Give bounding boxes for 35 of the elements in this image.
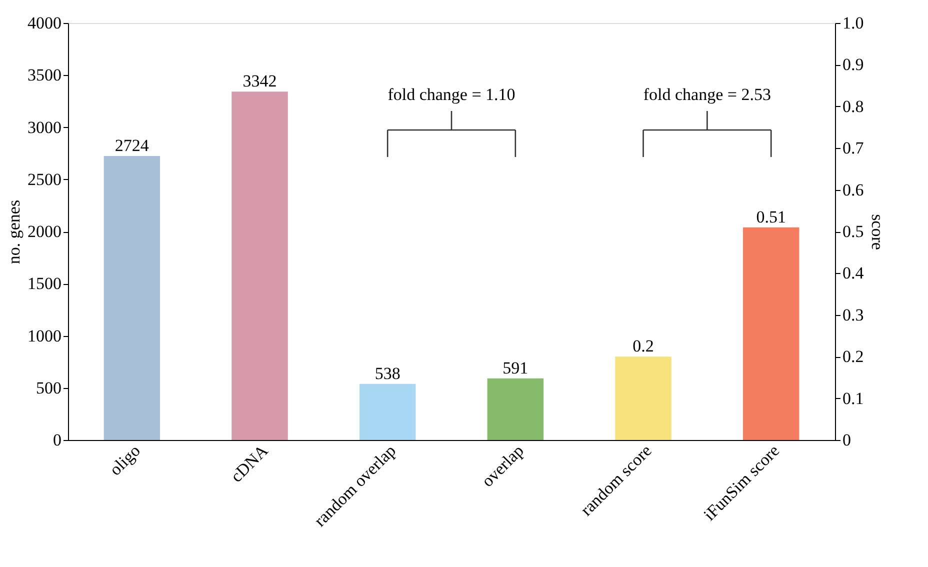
bar bbox=[104, 156, 160, 440]
y-tick-label: 3000 bbox=[28, 118, 62, 137]
bar bbox=[359, 384, 416, 440]
y2-tick-label: 0.5 bbox=[842, 222, 864, 241]
y-tick-label: 4000 bbox=[28, 14, 62, 32]
y2-tick-label: 0.6 bbox=[842, 180, 864, 200]
data-label: 3342 bbox=[242, 72, 277, 91]
y2-tick-label: 1.0 bbox=[842, 14, 864, 32]
y-tick-label: 1500 bbox=[28, 274, 62, 294]
y2-tick-label: 0.8 bbox=[842, 96, 864, 116]
y2-tick-label: 0.4 bbox=[842, 264, 864, 283]
y2-tick-label: 0.7 bbox=[842, 138, 864, 158]
bar bbox=[487, 378, 544, 440]
y2-tick-label: 0.9 bbox=[842, 55, 864, 74]
data-label: 2724 bbox=[114, 136, 150, 156]
data-label: 0.2 bbox=[632, 336, 654, 356]
y-tick-label: 0 bbox=[53, 430, 62, 450]
annotation: fold change = 2.53 bbox=[643, 85, 771, 104]
data-label: 538 bbox=[374, 364, 400, 383]
y2-tick-label: 0.3 bbox=[842, 305, 864, 324]
y2-axis-title: score bbox=[868, 214, 887, 250]
data-label: 0.51 bbox=[756, 207, 786, 226]
y-tick-label: 3500 bbox=[28, 66, 62, 85]
y2-tick-label: 0 bbox=[842, 430, 851, 450]
y2-tick-label: 0.2 bbox=[842, 347, 864, 366]
bar bbox=[232, 92, 288, 440]
y2-tick-label: 0.1 bbox=[842, 388, 864, 408]
annotation: fold change = 1.10 bbox=[388, 85, 516, 104]
data-label: 591 bbox=[502, 358, 528, 378]
y-tick-label: 500 bbox=[36, 378, 62, 398]
y-tick-label: 1000 bbox=[28, 326, 62, 346]
y-tick-label: 2500 bbox=[28, 170, 62, 189]
x-tick-label: oligo bbox=[106, 441, 144, 480]
y-tick-label: 2000 bbox=[28, 222, 62, 241]
y-axis-title: no. genes bbox=[4, 200, 24, 264]
